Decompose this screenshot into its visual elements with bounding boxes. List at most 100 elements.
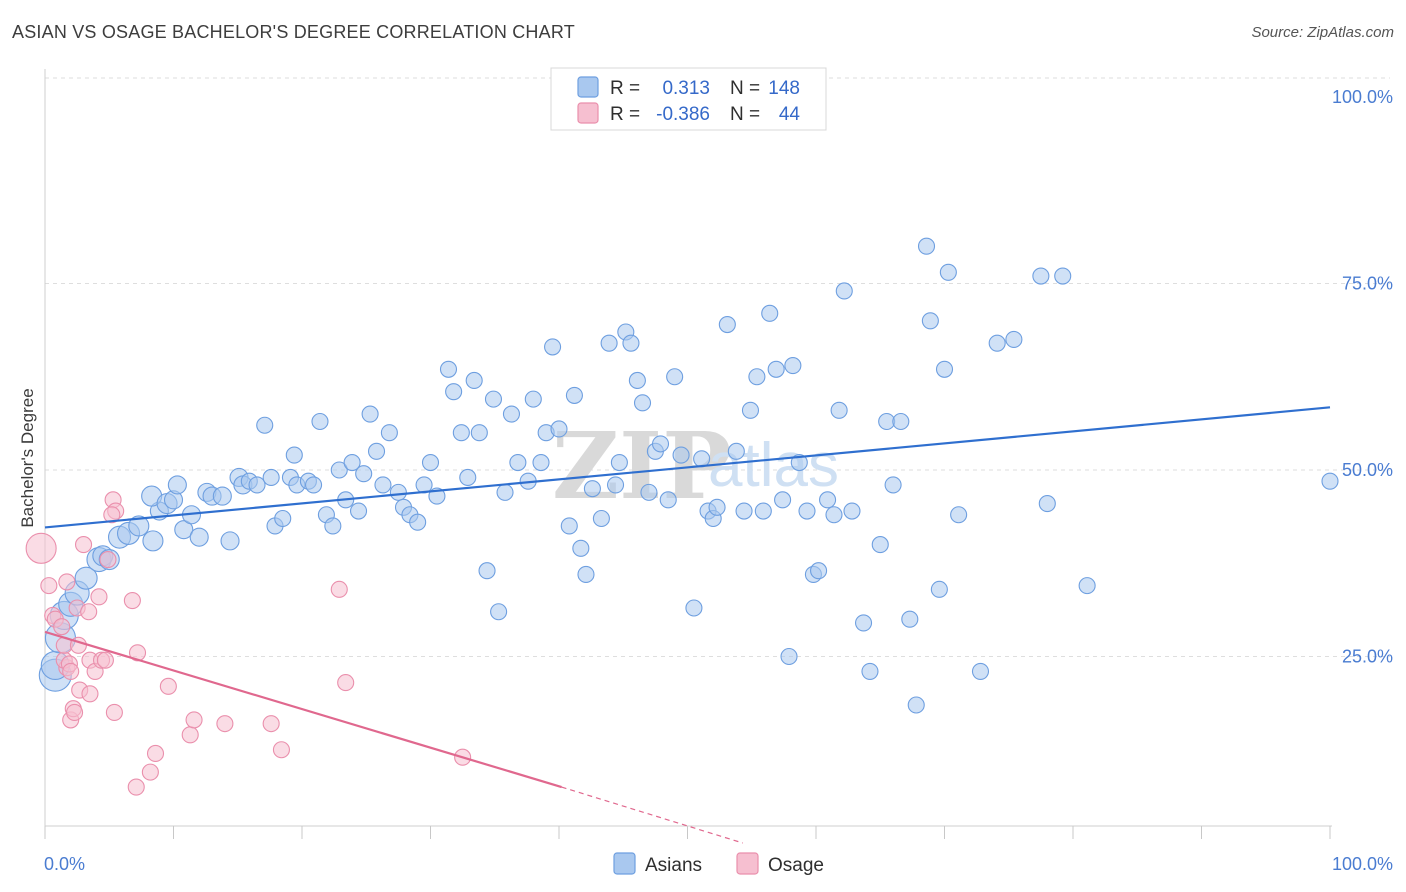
asian-points bbox=[38, 237, 1339, 714]
legend-osage-n-value: 44 bbox=[779, 104, 801, 125]
asian-point bbox=[478, 562, 496, 580]
asian-point bbox=[907, 696, 925, 714]
asian-point bbox=[798, 502, 816, 520]
asian-point bbox=[330, 461, 348, 479]
asian-point bbox=[935, 360, 954, 378]
asian-point bbox=[274, 509, 292, 528]
asian-point bbox=[565, 386, 583, 404]
osage-point bbox=[123, 591, 141, 610]
osage-point bbox=[262, 715, 280, 733]
asian-point bbox=[784, 357, 802, 375]
osage-point bbox=[146, 744, 165, 763]
asian-point bbox=[600, 334, 618, 352]
legend-bottom-osage-swatch bbox=[736, 852, 759, 875]
asian-point bbox=[174, 520, 194, 540]
osage-point bbox=[81, 685, 99, 703]
osage-point bbox=[66, 703, 84, 722]
asian-point bbox=[1321, 472, 1339, 490]
osage-point bbox=[96, 651, 114, 669]
osage-trend-extension bbox=[561, 786, 743, 844]
osage-point bbox=[330, 580, 348, 598]
legend-bottom-asian-label: Asians bbox=[645, 855, 702, 876]
x-tick-label-max: 100.0% bbox=[1332, 854, 1393, 874]
asian-point bbox=[939, 263, 957, 281]
osage-point bbox=[185, 711, 203, 729]
asian-point bbox=[930, 580, 948, 598]
asian-point bbox=[374, 476, 392, 494]
asian-point bbox=[496, 483, 514, 501]
asian-point bbox=[651, 435, 670, 453]
asian-point bbox=[606, 476, 625, 494]
x-tick-marks bbox=[44, 826, 1331, 839]
asian-point bbox=[748, 368, 766, 386]
asian-point bbox=[128, 515, 150, 537]
asian-point bbox=[861, 662, 879, 680]
legend-osage-r-value: -0.386 bbox=[656, 104, 710, 125]
osage-point bbox=[272, 741, 290, 759]
asian-point bbox=[761, 304, 779, 322]
asian-point bbox=[610, 453, 628, 472]
asian-point bbox=[741, 401, 760, 419]
asian-point bbox=[819, 491, 837, 509]
asian-point bbox=[1005, 330, 1023, 349]
asian-point bbox=[843, 502, 861, 520]
legend-asian-swatch bbox=[577, 76, 599, 98]
asian-point bbox=[892, 412, 910, 431]
osage-points bbox=[25, 491, 472, 796]
asian-point bbox=[389, 483, 407, 501]
asian-point bbox=[1078, 577, 1096, 595]
legend-osage-swatch bbox=[577, 102, 599, 124]
osage-point bbox=[159, 677, 177, 695]
asian-point bbox=[470, 424, 488, 442]
asian-point bbox=[355, 465, 373, 483]
osage-point bbox=[90, 588, 108, 606]
osage-point bbox=[53, 618, 71, 636]
legend-asian-r-label: R = bbox=[610, 78, 640, 99]
asian-point bbox=[693, 450, 711, 468]
asian-point bbox=[285, 446, 303, 464]
asian-point bbox=[672, 446, 690, 464]
osage-point bbox=[141, 763, 159, 781]
asian-point bbox=[560, 517, 578, 535]
asian-point bbox=[718, 315, 736, 334]
osage-point bbox=[80, 603, 98, 621]
y-tick-label: 25.0% bbox=[1342, 647, 1393, 667]
asian-point bbox=[311, 412, 329, 431]
asian-point bbox=[835, 282, 853, 300]
osage-point bbox=[103, 506, 121, 524]
y-tick-labels: 25.0% 50.0% 75.0% 100.0% bbox=[1332, 87, 1393, 667]
asian-point bbox=[774, 491, 792, 509]
trend-lines bbox=[44, 406, 1331, 844]
asian-point bbox=[349, 502, 368, 520]
asian-point bbox=[921, 312, 939, 330]
osage-point bbox=[62, 662, 80, 680]
osage-trend-line bbox=[44, 630, 562, 789]
asian-point bbox=[544, 338, 562, 356]
asian-point bbox=[361, 405, 379, 423]
asian-point bbox=[262, 468, 280, 487]
asian-point bbox=[421, 453, 440, 472]
asian-trend-line bbox=[44, 406, 1331, 529]
osage-point bbox=[105, 703, 123, 722]
asian-point bbox=[583, 480, 601, 498]
asian-point bbox=[484, 390, 503, 408]
asian-point bbox=[445, 383, 463, 401]
asian-point bbox=[884, 476, 902, 494]
legend-asian-n-label: N = bbox=[730, 78, 760, 99]
legend-asian-r-value: 0.313 bbox=[662, 78, 710, 99]
asian-point bbox=[502, 405, 521, 423]
asian-point bbox=[189, 527, 209, 547]
legend-top: R = 0.313 N = 148 R = -0.386 N = 44 bbox=[550, 67, 827, 131]
y-tick-label: 75.0% bbox=[1342, 274, 1393, 294]
asian-point bbox=[901, 610, 919, 628]
asian-point bbox=[367, 442, 386, 460]
asian-point bbox=[666, 368, 684, 386]
asian-point bbox=[550, 420, 568, 438]
asian-point bbox=[628, 371, 646, 390]
x-tick-label-min: 0.0% bbox=[44, 854, 85, 874]
osage-point bbox=[58, 573, 76, 591]
asian-point bbox=[950, 506, 968, 524]
asian-point bbox=[409, 513, 427, 531]
asian-point bbox=[256, 416, 274, 434]
